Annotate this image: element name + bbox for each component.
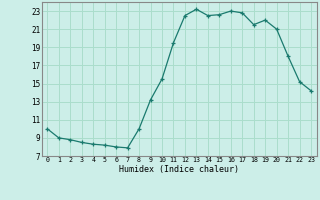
X-axis label: Humidex (Indice chaleur): Humidex (Indice chaleur) (119, 165, 239, 174)
